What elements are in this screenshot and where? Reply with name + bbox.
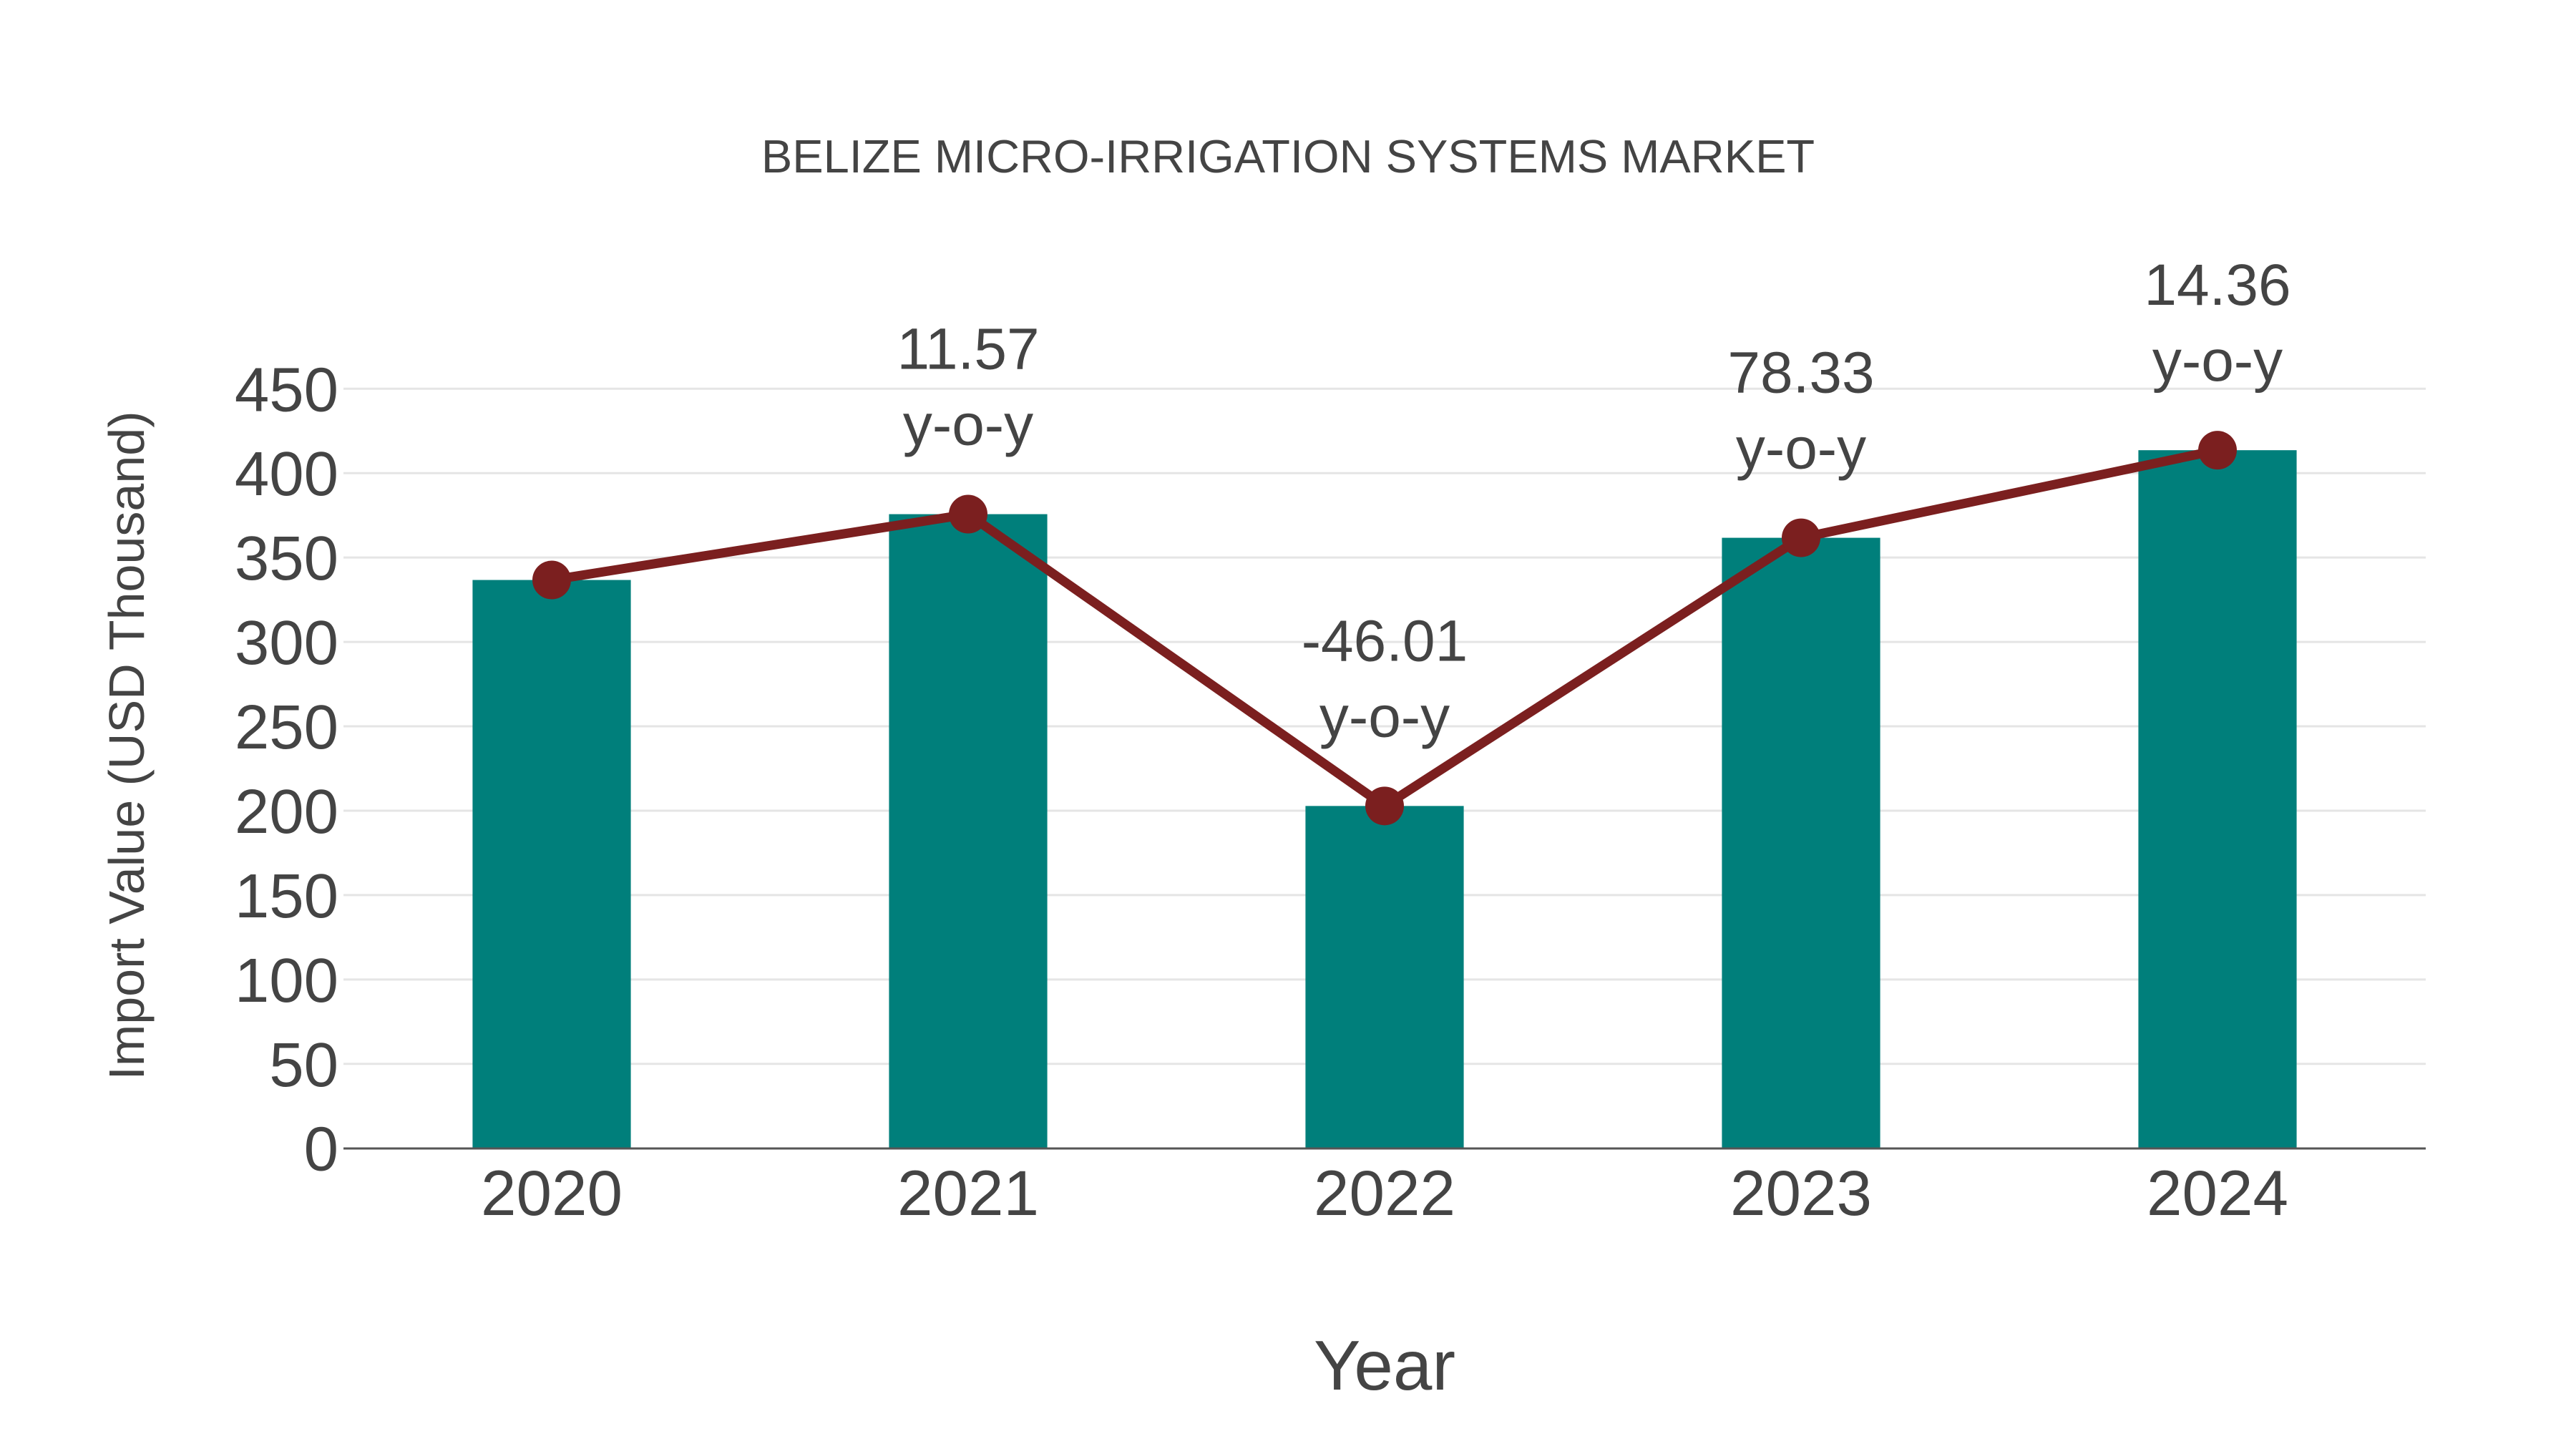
yoy-annotation-2022: -46.01 y-o-y <box>1302 608 1468 749</box>
y-axis-ticks: 0 50 100 150 200 250 300 350 400 450 <box>235 355 338 1184</box>
marker-2022 <box>1365 786 1404 826</box>
bar-series <box>472 450 2297 1148</box>
marker-2020 <box>532 560 571 600</box>
yoy-annotation-2024: 14.36 y-o-y <box>2144 253 2290 394</box>
bar-2022 <box>1305 806 1464 1148</box>
yoy-suffix: y-o-y <box>1736 416 1866 482</box>
x-tick-label: 2023 <box>1730 1157 1872 1229</box>
line-series <box>532 431 2237 826</box>
yoy-annotation-2021: 11.57 y-o-y <box>897 317 1039 458</box>
yoy-value: 78.33 <box>1727 341 1874 406</box>
bar-2020 <box>472 580 631 1148</box>
marker-2021 <box>949 494 987 534</box>
y-tick-label: 0 <box>304 1115 338 1184</box>
y-tick-label: 150 <box>235 862 338 931</box>
yoy-value: 14.36 <box>2144 253 2290 318</box>
y-tick-label: 350 <box>235 524 338 593</box>
bar-2021 <box>889 514 1048 1148</box>
bar-2024 <box>2138 450 2297 1148</box>
x-tick-label: 2020 <box>481 1157 623 1229</box>
x-tick-label: 2024 <box>2147 1157 2288 1229</box>
y-tick-label: 50 <box>269 1030 338 1100</box>
y-tick-label: 400 <box>235 439 338 509</box>
yoy-annotation-2023: 78.33 y-o-y <box>1727 341 1874 482</box>
y-tick-label: 250 <box>235 693 338 762</box>
y-tick-label: 200 <box>235 777 338 847</box>
marker-2023 <box>1782 518 1820 557</box>
x-axis-ticks: 2020 2021 2022 2023 2024 <box>481 1157 2288 1229</box>
marker-2024 <box>2198 431 2237 470</box>
y-tick-label: 100 <box>235 946 338 1015</box>
y-tick-label: 300 <box>235 608 338 678</box>
yoy-suffix: y-o-y <box>903 393 1033 458</box>
y-tick-label: 450 <box>235 355 338 424</box>
yoy-suffix: y-o-y <box>2152 328 2283 394</box>
chart-title: BELIZE MICRO-IRRIGATION SYSTEMS MARKET <box>761 130 1815 182</box>
x-tick-label: 2022 <box>1314 1157 1455 1229</box>
x-axis-title: Year <box>1314 1326 1455 1405</box>
yoy-value: -46.01 <box>1302 608 1468 673</box>
y-axis-title: Import Value (USD Thousand) <box>99 411 155 1080</box>
bar-2023 <box>1722 537 1880 1148</box>
yoy-annotations: 11.57 y-o-y -46.01 y-o-y 78.33 y-o-y 14.36 y-o-… <box>897 253 2290 749</box>
yoy-suffix: y-o-y <box>1319 684 1450 749</box>
x-tick-label: 2021 <box>897 1157 1039 1229</box>
yoy-value: 11.57 <box>897 317 1039 382</box>
